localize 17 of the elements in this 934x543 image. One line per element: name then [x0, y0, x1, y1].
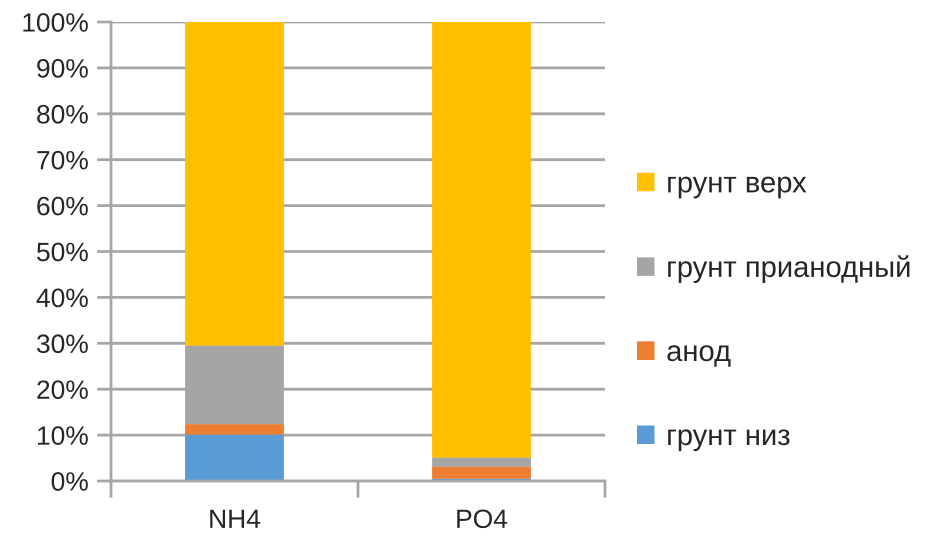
y-tick-label: 30%	[36, 334, 88, 354]
y-tick-label: 80%	[37, 104, 88, 124]
y-tick-label: 10%	[38, 426, 88, 445]
y-tick-label: 90%	[37, 59, 88, 78]
x-tick-label: NH4	[210, 510, 260, 528]
legend-label: грунт прианодный	[668, 255, 910, 283]
legend-label: грунт низ	[668, 429, 790, 452]
y-tick-label: 40%	[36, 288, 88, 308]
legend-label: анод	[667, 345, 731, 367]
y-tick-label: 70%	[37, 150, 88, 170]
x-tick-label: PO4	[457, 509, 508, 528]
legend-label: грунт верх	[668, 176, 806, 198]
y-tick-label: 100%	[23, 13, 88, 32]
y-tick-label: 0%	[52, 472, 88, 491]
y-tick-label: 50%	[37, 242, 88, 262]
y-tick-label: 20%	[37, 380, 88, 400]
y-tick-label: 60%	[37, 196, 88, 216]
